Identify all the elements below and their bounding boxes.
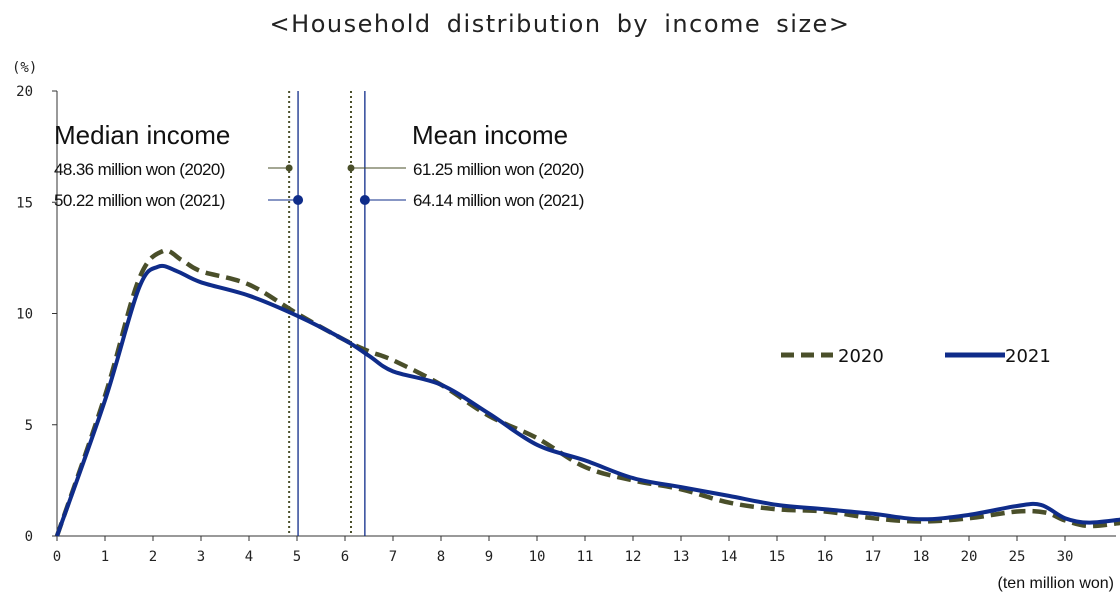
x-tick-label: 7: [389, 549, 397, 565]
x-tick-label: 18: [913, 549, 930, 565]
series-lines: [54, 248, 1120, 537]
annotations: Median income Mean income 48.36 million …: [54, 120, 584, 210]
y-tick-label: 20: [16, 84, 33, 100]
legend: 2020 2021: [781, 346, 1051, 367]
x-tick-label: 30: [1057, 549, 1074, 565]
x-axis-unit: (ten million won): [998, 575, 1114, 592]
x-tick-label: 10: [529, 549, 546, 565]
x-tick-label: 12: [625, 549, 642, 565]
x-tick-label: 14: [721, 549, 738, 565]
legend-label-2020: 2020: [838, 346, 884, 367]
median-2021-label: 50.22 million won (2021): [54, 191, 225, 210]
series-line-2021: [55, 263, 1120, 537]
mean-2020-label: 61.25 million won (2020): [413, 160, 584, 179]
x-tick-labels: 0 1 2 3 4 5 6 7 8 9 10 11 12 13 14 15 16 17 18 20 25 30: [53, 536, 1074, 565]
x-tick-label: 25: [1009, 549, 1026, 565]
x-tick-label: 20: [961, 549, 978, 565]
x-tick-label: 11: [577, 549, 594, 565]
x-tick-label: 2: [149, 549, 157, 565]
reference-lines: [268, 91, 406, 536]
y-tick-labels: 0 5 10 15 20: [16, 84, 57, 545]
x-tick-label: 0: [53, 549, 61, 565]
x-tick-label: 5: [293, 549, 301, 565]
y-tick-label: 5: [25, 418, 33, 434]
median-heading: Median income: [54, 120, 230, 150]
x-tick-label: 17: [865, 549, 882, 565]
mean-heading: Mean income: [412, 120, 568, 150]
y-tick-label: 10: [16, 307, 33, 323]
x-tick-label: 15: [769, 549, 786, 565]
x-tick-label: 6: [341, 549, 349, 565]
x-tick-label: 1: [101, 549, 109, 565]
legend-label-2021: 2021: [1005, 346, 1051, 367]
x-tick-label: 4: [245, 549, 253, 565]
mean-2020-dot: [347, 164, 355, 172]
x-tick-label: 3: [197, 549, 205, 565]
mean-2021-label: 64.14 million won (2021): [413, 191, 584, 210]
x-tick-label: 16: [817, 549, 834, 565]
y-axis-unit: (%): [12, 60, 37, 76]
y-tick-label: 15: [16, 195, 33, 211]
median-2020-label: 48.36 million won (2020): [54, 160, 225, 179]
y-tick-label: 0: [25, 529, 33, 545]
x-tick-label: 9: [485, 549, 493, 565]
chart-title: <Household distribution by income size>: [269, 10, 851, 38]
median-2021-dot: [293, 195, 304, 205]
x-tick-label: 8: [437, 549, 445, 565]
median-2020-dot: [285, 164, 293, 172]
x-tick-label: 13: [673, 549, 690, 565]
series-line-2020: [54, 248, 1120, 537]
mean-2021-dot: [359, 195, 370, 205]
